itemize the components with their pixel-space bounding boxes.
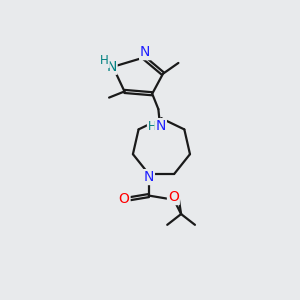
Text: N: N: [144, 170, 154, 184]
Text: N: N: [106, 60, 117, 74]
Text: O: O: [119, 192, 130, 206]
Text: O: O: [168, 190, 179, 204]
Text: H: H: [148, 120, 157, 133]
Text: N: N: [155, 119, 166, 133]
Text: N: N: [140, 45, 151, 59]
Text: H: H: [100, 54, 109, 67]
